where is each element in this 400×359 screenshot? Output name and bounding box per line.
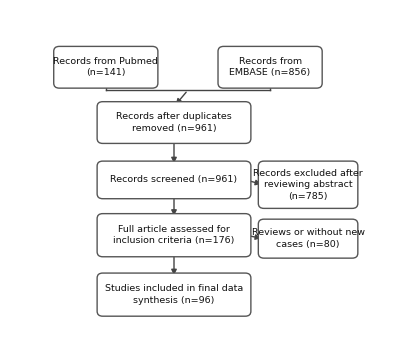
Text: Records excluded after
reviewing abstract
(n=785): Records excluded after reviewing abstrac… [253,169,363,201]
FancyBboxPatch shape [258,161,358,208]
FancyBboxPatch shape [258,219,358,258]
FancyBboxPatch shape [97,214,251,257]
Text: Records screened (n=961): Records screened (n=961) [110,176,238,185]
Text: Records from Pubmed
(n=141): Records from Pubmed (n=141) [53,57,158,78]
FancyBboxPatch shape [97,161,251,199]
Text: Records after duplicates
removed (n=961): Records after duplicates removed (n=961) [116,112,232,133]
FancyBboxPatch shape [54,46,158,88]
Text: Records from
EMBASE (n=856): Records from EMBASE (n=856) [230,57,311,78]
Text: Reviews or without new
cases (n=80): Reviews or without new cases (n=80) [252,228,364,249]
FancyBboxPatch shape [97,273,251,316]
FancyBboxPatch shape [218,46,322,88]
Text: Full article assessed for
inclusion criteria (n=176): Full article assessed for inclusion crit… [113,225,235,246]
FancyBboxPatch shape [97,102,251,144]
Text: Studies included in final data
synthesis (n=96): Studies included in final data synthesis… [105,284,243,305]
